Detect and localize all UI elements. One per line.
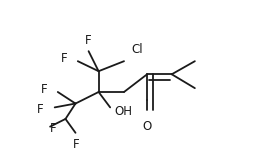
Text: F: F: [85, 34, 92, 47]
Text: F: F: [73, 138, 80, 151]
Text: F: F: [40, 83, 47, 96]
Text: Cl: Cl: [132, 43, 143, 56]
Text: O: O: [142, 120, 152, 133]
Text: F: F: [37, 103, 44, 116]
Text: OH: OH: [115, 105, 133, 118]
Text: F: F: [60, 52, 67, 65]
Text: F: F: [50, 122, 56, 135]
